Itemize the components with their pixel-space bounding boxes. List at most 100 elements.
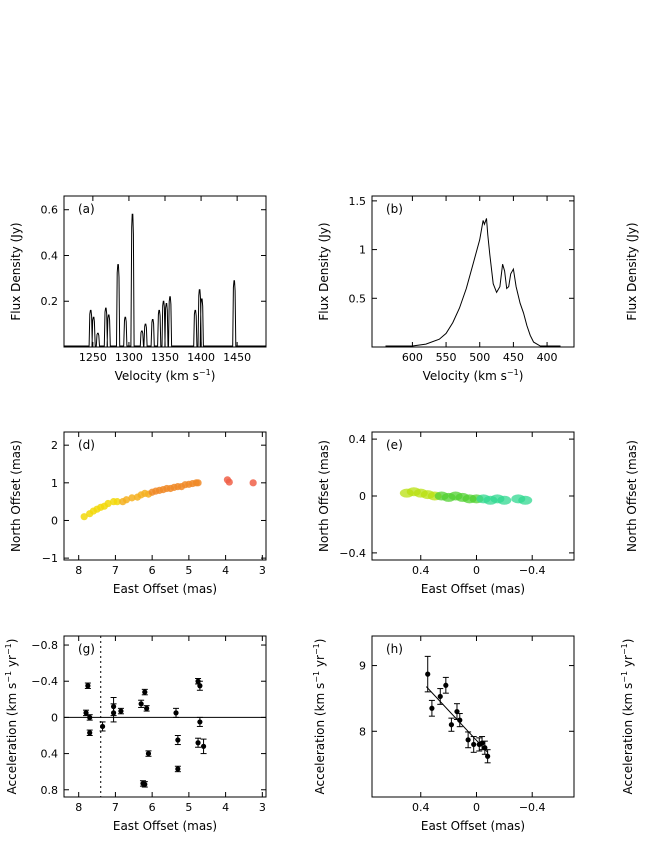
data-point bbox=[465, 737, 471, 743]
x-tick-label: 5 bbox=[185, 801, 192, 814]
spectrum-line bbox=[64, 213, 266, 347]
maser-spot bbox=[225, 478, 233, 486]
x-tick-label: 550 bbox=[436, 351, 457, 364]
x-tick-label: 6 bbox=[149, 801, 156, 814]
x-axis-label: Velocity (km s−1) bbox=[423, 368, 524, 383]
data-point bbox=[142, 689, 148, 695]
x-axis-label-text: East Offset (mas) bbox=[421, 819, 525, 833]
x-axis-label: East Offset (mas) bbox=[113, 582, 217, 596]
data-point bbox=[83, 710, 89, 716]
data-point bbox=[175, 737, 181, 743]
panel-h: 0.4 0 −0.4 8 9 (h) East Offset (mas) Accelerati… bbox=[312, 635, 575, 833]
y-axis-label-end: ) bbox=[313, 639, 327, 644]
data-point bbox=[173, 710, 179, 716]
data-point bbox=[85, 683, 91, 689]
data-point bbox=[425, 671, 431, 677]
y-tick-label: 0 bbox=[51, 711, 58, 724]
x-tick-label: 1250 bbox=[79, 351, 107, 364]
data-point bbox=[197, 683, 203, 689]
x-tick-label: −0.4 bbox=[519, 801, 546, 814]
data-point bbox=[197, 719, 203, 725]
x-tick-label: 1400 bbox=[187, 351, 215, 364]
y-axis-label: North Offset (mas) bbox=[317, 440, 331, 552]
x-tick-label: −0.4 bbox=[519, 564, 546, 577]
panel-a: 1250 1300 1350 1400 1450 0.2 0.4 0.6 (a) Velocity… bbox=[9, 195, 267, 383]
x-axis-label-text: East Offset (mas) bbox=[113, 819, 217, 833]
y-tick-label: −0.8 bbox=[31, 639, 58, 652]
data-point bbox=[479, 740, 485, 746]
data-point bbox=[429, 705, 435, 711]
data-point bbox=[443, 682, 449, 688]
x-axis-label-sup: −1 bbox=[199, 368, 211, 377]
x-axis-label-text: East Offset (mas) bbox=[113, 582, 217, 596]
y-tick-label: 0.8 bbox=[41, 784, 59, 797]
panel-label: (d) bbox=[78, 438, 95, 452]
y-axis-label-text: Acceleration (km s bbox=[313, 683, 327, 795]
x-tick-label: 600 bbox=[402, 351, 423, 364]
y-tick-label: 1.5 bbox=[349, 195, 367, 208]
data-point bbox=[118, 708, 124, 714]
panel-i: −00Acceleration (km s−1 yr−1) bbox=[620, 639, 635, 795]
data-point bbox=[437, 693, 443, 700]
panel-g: 8 7 6 5 4 3 −0.8 −0.4 0 0.4 0.8 (g) East Offset (mas… bbox=[4, 635, 267, 833]
data-point bbox=[175, 766, 181, 772]
y-axis-label-text: Flux Density (Jy) bbox=[9, 222, 23, 320]
y-axis-label-text: North Offset (mas) bbox=[625, 440, 639, 552]
y-axis-label: Flux Density (Jy) bbox=[625, 222, 639, 320]
data-point bbox=[110, 710, 117, 716]
y-tick-label: 8 bbox=[359, 725, 366, 738]
x-tick-label: 7 bbox=[112, 801, 119, 814]
x-axis-label-end: ) bbox=[211, 369, 216, 383]
data-point bbox=[144, 705, 150, 711]
y-axis-label: Flux Density (Jy) bbox=[317, 222, 331, 320]
y-tick-label: −1 bbox=[42, 552, 58, 565]
x-tick-label: 0 bbox=[473, 801, 480, 814]
x-tick-label: 0.4 bbox=[412, 801, 430, 814]
x-axis-label: East Offset (mas) bbox=[421, 582, 525, 596]
y-axis-label-text: North Offset (mas) bbox=[317, 440, 331, 552]
y-axis-label: North Offset (mas) bbox=[9, 440, 23, 552]
y-tick-label: −0.4 bbox=[339, 547, 366, 560]
y-tick-label: 9 bbox=[359, 660, 366, 673]
x-axis-label-text: East Offset (mas) bbox=[421, 582, 525, 596]
y-axis-label-end: ) bbox=[5, 639, 19, 644]
y-axis-label-text: Flux Density (Jy) bbox=[625, 222, 639, 320]
x-tick-label: 7 bbox=[112, 564, 119, 577]
data-point bbox=[138, 701, 144, 707]
x-tick-label: 6 bbox=[149, 564, 156, 577]
maser-spot bbox=[104, 499, 112, 508]
y-tick-label: 1 bbox=[51, 477, 58, 490]
x-tick-label: 400 bbox=[537, 351, 558, 364]
panel-b: 600 550 500 450 400 0.5 1 1.5 (b) Velocity (km s−… bbox=[317, 195, 575, 383]
y-tick-label: 0.6 bbox=[41, 204, 59, 217]
data-point bbox=[142, 781, 148, 787]
maser-spot bbox=[113, 498, 121, 506]
x-tick-label: 4 bbox=[222, 801, 229, 814]
y-axis-label-sup: −1 bbox=[620, 643, 629, 655]
data-point bbox=[87, 714, 93, 721]
data-point bbox=[200, 743, 207, 749]
panel-d: 8 7 6 5 4 3 −1 0 1 2 (d) East Offset (mas) North Off… bbox=[9, 431, 267, 596]
y-tick-label: 0.5 bbox=[349, 292, 367, 305]
y-tick-label: 0.4 bbox=[349, 433, 367, 446]
x-axis-label-sup: −1 bbox=[507, 368, 519, 377]
x-axis-label: Velocity (km s−1) bbox=[115, 368, 216, 383]
plot-frame bbox=[63, 431, 267, 561]
y-axis-label-sup: −1 bbox=[312, 643, 321, 655]
x-tick-label: 4 bbox=[222, 564, 229, 577]
plot-frame bbox=[63, 635, 267, 798]
y-axis-label-text: Acceleration (km s bbox=[5, 683, 19, 795]
plot-frame bbox=[371, 195, 575, 348]
x-tick-label: 450 bbox=[503, 351, 524, 364]
data-point bbox=[99, 723, 106, 730]
spectrum-line bbox=[385, 218, 561, 347]
y-tick-label: 0.4 bbox=[41, 249, 59, 262]
data-point bbox=[482, 745, 488, 751]
y-axis-label-sup: −1 bbox=[620, 671, 629, 683]
maser-spot bbox=[80, 513, 88, 521]
y-tick-label: 0.2 bbox=[41, 295, 59, 308]
x-axis-label: East Offset (mas) bbox=[421, 819, 525, 833]
y-axis-label: Flux Density (Jy) bbox=[9, 222, 23, 320]
y-axis-label-text: Flux Density (Jy) bbox=[317, 222, 331, 320]
